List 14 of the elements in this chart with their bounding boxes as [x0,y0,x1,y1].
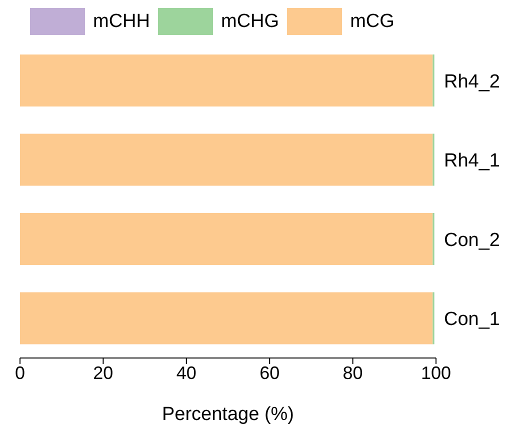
x-tick-label: 100 [420,362,452,383]
x-tick-label: 80 [342,362,363,383]
x-tick-label: 40 [176,362,196,383]
y-tick-label: Rh4_2 [444,71,500,92]
x-tick-label: 60 [260,362,280,383]
x-tick-label: 0 [14,362,26,383]
x-axis-title: Percentage (%) [162,404,294,425]
y-tick-label: Con_1 [444,309,500,330]
y-tick-label: Con_2 [444,230,500,251]
legend-label: mCHG [221,10,280,32]
legend-label: mCG [350,10,394,32]
y-tick-label: Rh4_1 [444,150,500,172]
legend-label: mCHH [93,10,150,32]
x-tick-label: 20 [93,362,114,383]
